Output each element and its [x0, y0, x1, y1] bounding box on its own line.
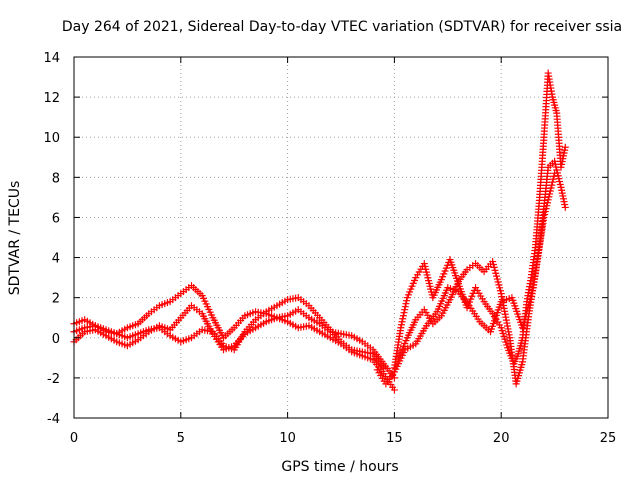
y-tick-label: 10 — [43, 131, 60, 146]
x-tick-label: 10 — [279, 431, 296, 446]
data-point — [548, 181, 556, 189]
data-point — [399, 315, 407, 323]
data-point — [550, 172, 558, 180]
data-point — [546, 187, 554, 195]
y-tick-label: 12 — [43, 91, 60, 106]
data-point — [551, 169, 559, 177]
data-point — [402, 300, 410, 308]
x-tick-label: 15 — [386, 431, 403, 446]
data-point — [380, 364, 388, 372]
data-point — [543, 202, 551, 210]
y-tick-label: 2 — [52, 292, 60, 307]
y-axis-label: SDTVAR / TECUs — [7, 181, 23, 296]
data-point — [549, 175, 557, 183]
x-tick-label: 0 — [70, 431, 78, 446]
data-point — [543, 199, 551, 207]
data-point — [397, 324, 405, 332]
data-point — [541, 211, 549, 219]
x-tick-label: 20 — [493, 431, 510, 446]
x-axis-label: GPS time / hours — [281, 459, 398, 475]
y-tick-label: -2 — [47, 372, 60, 387]
data-point — [399, 312, 407, 320]
series-track-c — [70, 302, 398, 394]
data-point — [390, 386, 398, 394]
data-point — [542, 205, 550, 213]
chart-title: Day 264 of 2021, Sidereal Day-to-day VTE… — [62, 19, 622, 35]
series-layer — [70, 69, 569, 394]
y-tick-label: 8 — [52, 171, 60, 186]
data-point — [397, 321, 405, 329]
plot-frame — [73, 56, 609, 419]
grid — [74, 57, 608, 418]
data-point — [401, 306, 409, 314]
data-point — [398, 318, 406, 326]
data-point — [403, 297, 411, 305]
ticks — [73, 56, 609, 419]
y-tick-label: 0 — [52, 332, 60, 347]
data-point — [546, 190, 554, 198]
series-track-f — [373, 169, 559, 388]
data-point — [401, 303, 409, 311]
data-point — [547, 184, 555, 192]
data-point — [561, 143, 569, 151]
data-point — [548, 178, 556, 186]
x-tick-labels: 0 5 10 15 20 25 — [70, 431, 616, 446]
x-tick-label: 5 — [177, 431, 185, 446]
data-point — [561, 203, 569, 211]
data-point — [400, 309, 408, 317]
data-point — [390, 374, 398, 382]
y-tick-label: 14 — [43, 51, 60, 66]
data-point — [540, 213, 548, 221]
data-point — [545, 193, 553, 201]
data-point — [541, 208, 549, 216]
x-tick-label: 25 — [600, 431, 617, 446]
y-tick-labels: -4 -2 0 2 4 6 8 10 12 14 — [43, 51, 60, 427]
data-point — [544, 196, 552, 204]
y-tick-label: 4 — [52, 252, 60, 267]
y-tick-label: -4 — [47, 412, 60, 427]
y-tick-label: 6 — [52, 211, 60, 226]
